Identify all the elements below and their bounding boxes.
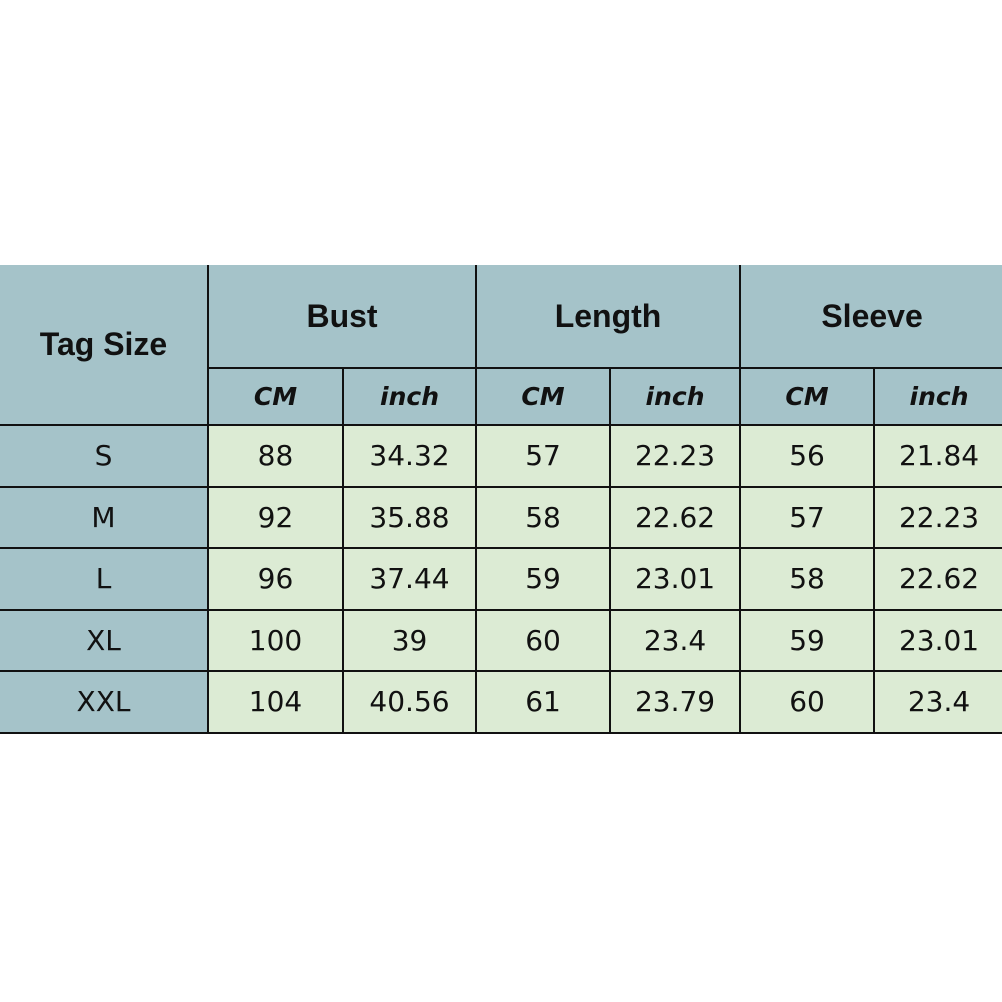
unit-header: inch [609,367,742,426]
value-cell: 40.56 [341,670,478,734]
table-row: S 88 34.32 57 22.23 56 21.84 [0,424,1002,488]
value-cell: 23.79 [609,670,742,734]
value-cell: 61 [475,670,612,734]
value-cell: 39 [341,608,478,672]
value-cell: 60 [739,670,876,734]
value-cell: 92 [207,485,344,549]
size-cell: XXL [0,670,209,734]
unit-header: inch [873,367,1002,426]
size-cell: XL [0,608,209,672]
value-cell: 56 [739,424,876,488]
value-cell: 37.44 [341,547,478,611]
value-cell: 58 [739,547,876,611]
value-cell: 22.23 [873,485,1002,549]
size-cell: S [0,424,209,488]
value-cell: 34.32 [341,424,478,488]
bust-header: Bust [206,265,478,369]
value-cell: 59 [475,547,612,611]
size-cell: L [0,547,209,611]
table-row: L 96 37.44 59 23.01 58 22.62 [0,547,1002,611]
value-cell: 60 [475,608,612,672]
value-cell: 100 [207,608,344,672]
unit-header: inch [341,367,478,426]
value-cell: 22.62 [609,485,742,549]
tag-size-header: Tag Size [0,265,209,426]
value-cell: 35.88 [341,485,478,549]
unit-header: CM [739,367,876,426]
value-cell: 96 [207,547,344,611]
table-row: XL 100 39 60 23.4 59 23.01 [0,608,1002,672]
table-row: XXL 104 40.56 61 23.79 60 23.4 [0,670,1002,734]
value-cell: 58 [475,485,612,549]
value-cell: 88 [207,424,344,488]
value-cell: 23.4 [873,670,1002,734]
size-chart-table: Tag Size Bust Length Sleeve CM inch CM i… [0,265,1002,734]
sleeve-header: Sleeve [739,265,1002,369]
value-cell: 57 [475,424,612,488]
value-cell: 23.01 [873,608,1002,672]
value-cell: 22.62 [873,547,1002,611]
unit-header: CM [475,367,612,426]
length-header: Length [475,265,742,369]
unit-header: CM [208,367,344,426]
value-cell: 104 [207,670,344,734]
size-cell: M [0,485,209,549]
value-cell: 59 [739,608,876,672]
value-cell: 57 [739,485,876,549]
table-row: M 92 35.88 58 22.62 57 22.23 [0,485,1002,549]
value-cell: 22.23 [609,424,742,488]
value-cell: 21.84 [873,424,1002,488]
value-cell: 23.01 [609,547,742,611]
value-cell: 23.4 [609,608,742,672]
